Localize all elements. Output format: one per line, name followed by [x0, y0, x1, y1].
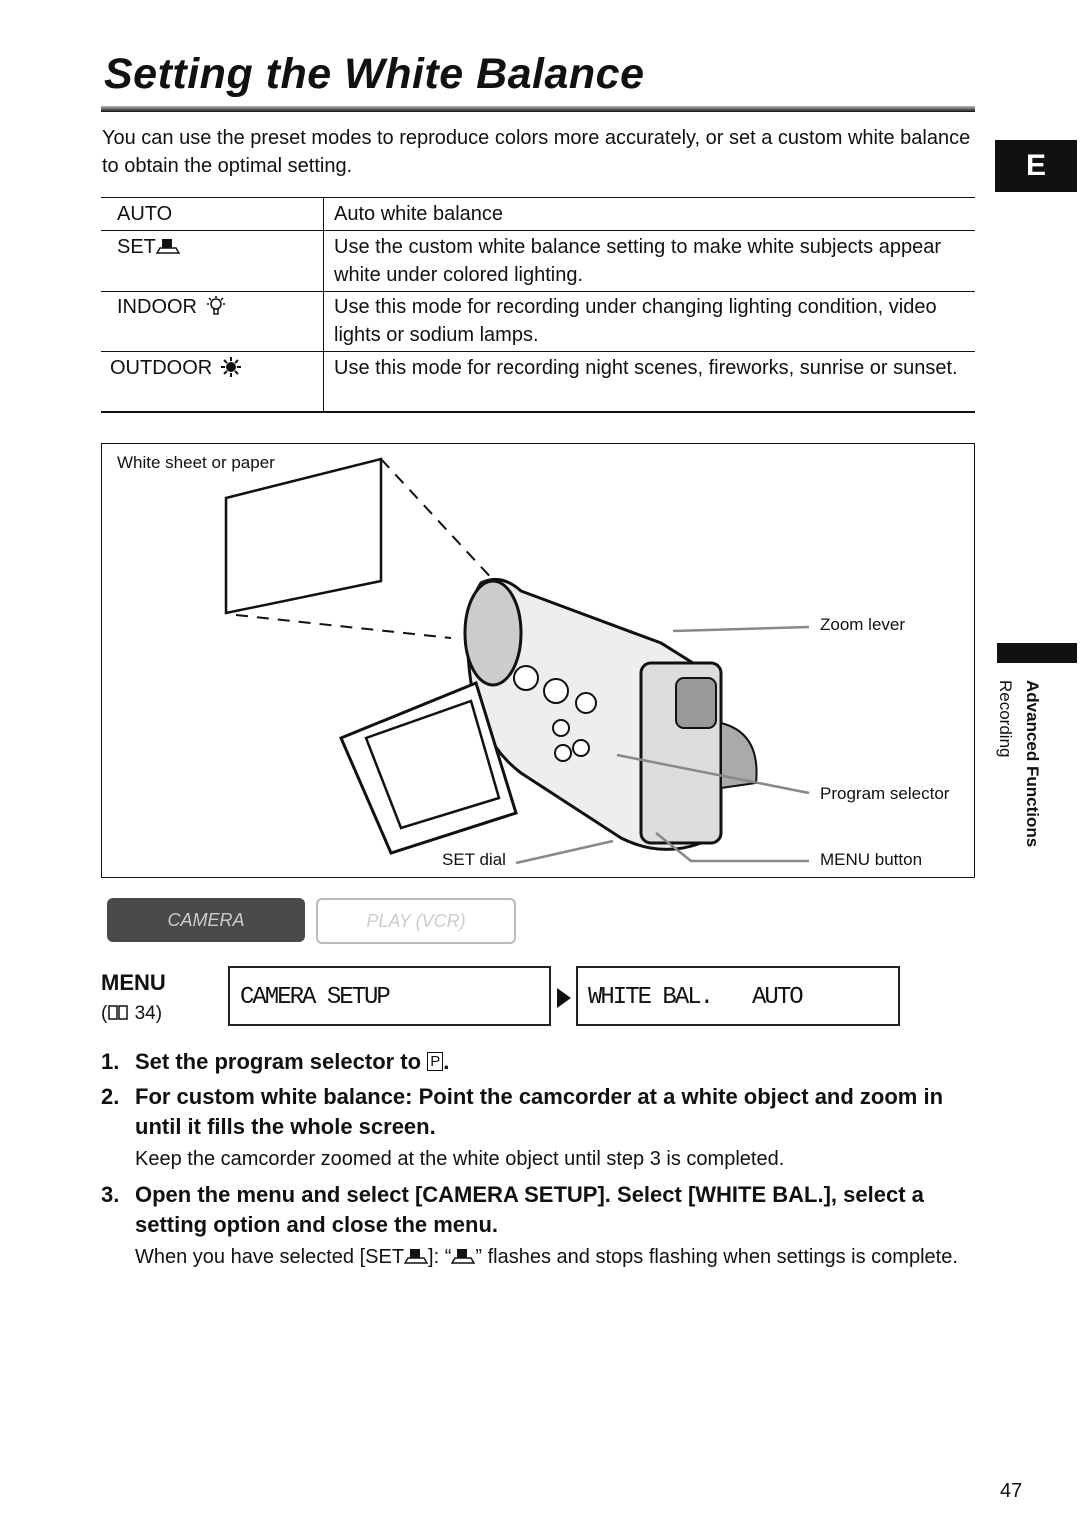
table-divider — [323, 197, 324, 412]
figure-label: White sheet or paper — [117, 453, 275, 472]
menu-ref: ( 34) — [101, 1003, 162, 1025]
step: 2. For custom white balance: Point the ca… — [101, 1082, 971, 1142]
section-title: Advanced Functions — [1023, 680, 1042, 848]
figure-label: Program selector — [820, 784, 950, 803]
subsection-title: Recording — [996, 680, 1015, 758]
section-bar — [997, 643, 1077, 663]
step-text: Open the menu and select [CAMERA SETUP].… — [135, 1182, 924, 1237]
ref-page: 34) — [134, 1003, 163, 1024]
step: 3. Open the menu and select [CAMERA SETUP… — [101, 1180, 971, 1240]
table-rule — [101, 197, 975, 198]
table-cell: SET — [117, 233, 181, 261]
step-text: Set the program selector to — [135, 1049, 422, 1074]
table-cell: Use this mode for recording night scenes… — [334, 357, 958, 379]
step-end: . — [443, 1049, 450, 1074]
page-number: 47 — [1000, 1480, 1023, 1502]
step-note: Keep the camcorder zoomed at the white o… — [135, 1148, 785, 1170]
set-icon — [451, 1249, 476, 1264]
table-cell: Use this mode for recording under changi… — [334, 296, 937, 346]
title: Setting the White Balance — [104, 50, 645, 98]
table-rule — [101, 411, 975, 413]
table-cell: AUTO — [117, 203, 173, 225]
mode-name: SET — [117, 236, 156, 258]
set-icon — [155, 239, 181, 254]
table-rule — [101, 351, 975, 352]
menu-arrow — [557, 988, 571, 1008]
mode-camera: CAMERA — [107, 898, 305, 942]
figure-label: SET dial — [442, 850, 506, 869]
table-cell: Auto white balance — [334, 203, 504, 225]
menu-box: WHITE BAL. AUTO — [576, 966, 900, 1026]
step-text: Set the program selector to P. — [135, 1047, 971, 1077]
program-symbol: P — [427, 1052, 444, 1071]
indoor-icon — [206, 296, 225, 315]
language-tab: E — [995, 140, 1077, 192]
step: 1. Set the program selector to P. — [101, 1047, 971, 1077]
step-note: When you have selected [SET ]: “ ” flashes… — [135, 1243, 965, 1272]
figure-frame — [101, 443, 975, 878]
book-icon — [108, 1005, 129, 1020]
step-number: 1. — [101, 1049, 120, 1074]
table-cell: INDOOR — [117, 293, 229, 321]
figure-label: Zoom lever — [820, 615, 906, 634]
menu-box: CAMERA SETUP — [228, 966, 551, 1026]
title-rule — [101, 106, 975, 112]
paren: ( — [101, 1003, 108, 1024]
mode-name: OUTDOOR — [110, 357, 213, 379]
menu-label: MENU — [101, 970, 166, 995]
intro: You can use the preset modes to reproduc… — [102, 127, 971, 177]
table-rule — [101, 230, 975, 231]
menu-item: WHITE BAL. — [588, 984, 714, 1011]
outdoor-icon — [220, 357, 241, 377]
mode-name: INDOOR — [117, 296, 197, 318]
table-cell: Use the custom white balance setting to … — [334, 236, 941, 286]
table-cell: OUTDOOR — [110, 354, 244, 382]
step-number: 2. — [101, 1084, 120, 1109]
menu-value: AUTO — [752, 984, 804, 1011]
note-part: ]: “ — [428, 1246, 452, 1268]
mode-play: PLAY (VCR) — [316, 898, 516, 944]
set-icon — [403, 1249, 429, 1264]
figure-label: MENU button — [820, 850, 923, 869]
step-number: 3. — [101, 1182, 120, 1207]
note-part: ” flashes and stops flashing when settin… — [475, 1246, 958, 1268]
step-text: For custom white balance: Point the camc… — [135, 1084, 944, 1139]
table-rule — [101, 291, 975, 292]
note-part: When you have selected [SET — [135, 1246, 405, 1268]
camcorder-illustration — [224, 457, 810, 865]
